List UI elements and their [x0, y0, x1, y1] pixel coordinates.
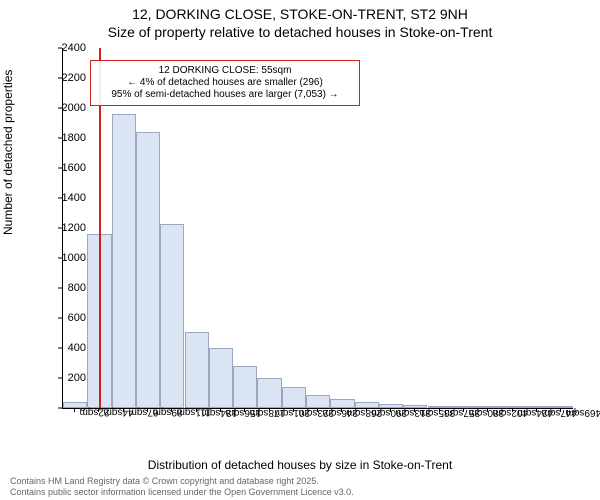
x-axis-label: Distribution of detached houses by size … [0, 458, 600, 472]
histogram-bar [160, 224, 184, 409]
footer-line1: Contains HM Land Registry data © Crown c… [10, 476, 354, 487]
x-tick-mark [366, 408, 367, 412]
histogram-bar [233, 366, 257, 408]
x-tick-mark [487, 408, 488, 412]
x-tick-mark [560, 408, 561, 412]
x-tick-mark [463, 408, 464, 412]
x-tick-mark [123, 408, 124, 412]
footer-attribution: Contains HM Land Registry data © Crown c… [10, 476, 354, 498]
x-tick-mark [536, 408, 537, 412]
x-tick-mark [439, 408, 440, 412]
annotation-box: 12 DORKING CLOSE: 55sqm ← 4% of detached… [90, 60, 360, 106]
chart-title-line1: 12, DORKING CLOSE, STOKE-ON-TRENT, ST2 9… [0, 6, 600, 22]
x-tick-mark [220, 408, 221, 412]
y-axis-label: Number of detached properties [1, 70, 15, 235]
x-tick-mark [147, 408, 148, 412]
footer-line2: Contains public sector information licen… [10, 487, 354, 498]
x-tick-mark [293, 408, 294, 412]
x-tick-mark [269, 408, 270, 412]
histogram-bar [209, 348, 233, 408]
histogram-bar [257, 378, 281, 408]
chart-title-line2: Size of property relative to detached ho… [0, 24, 600, 40]
x-tick-mark [74, 408, 75, 412]
histogram-bar [136, 132, 160, 408]
annotation-line2: ← 4% of detached houses are smaller (296… [97, 77, 353, 89]
x-tick-mark [196, 408, 197, 412]
x-tick-mark [341, 408, 342, 412]
x-tick-mark [317, 408, 318, 412]
x-tick-mark [98, 408, 99, 412]
annotation-line3: 95% of semi-detached houses are larger (… [97, 89, 353, 101]
x-tick-mark [244, 408, 245, 412]
x-tick-mark [512, 408, 513, 412]
x-tick-mark [414, 408, 415, 412]
annotation-line1: 12 DORKING CLOSE: 55sqm [97, 65, 353, 77]
histogram-bar [282, 387, 306, 408]
x-tick-mark [390, 408, 391, 412]
x-tick-mark [171, 408, 172, 412]
chart-container: 12, DORKING CLOSE, STOKE-ON-TRENT, ST2 9… [0, 0, 600, 500]
histogram-bar [185, 332, 209, 409]
histogram-bar [112, 114, 136, 408]
